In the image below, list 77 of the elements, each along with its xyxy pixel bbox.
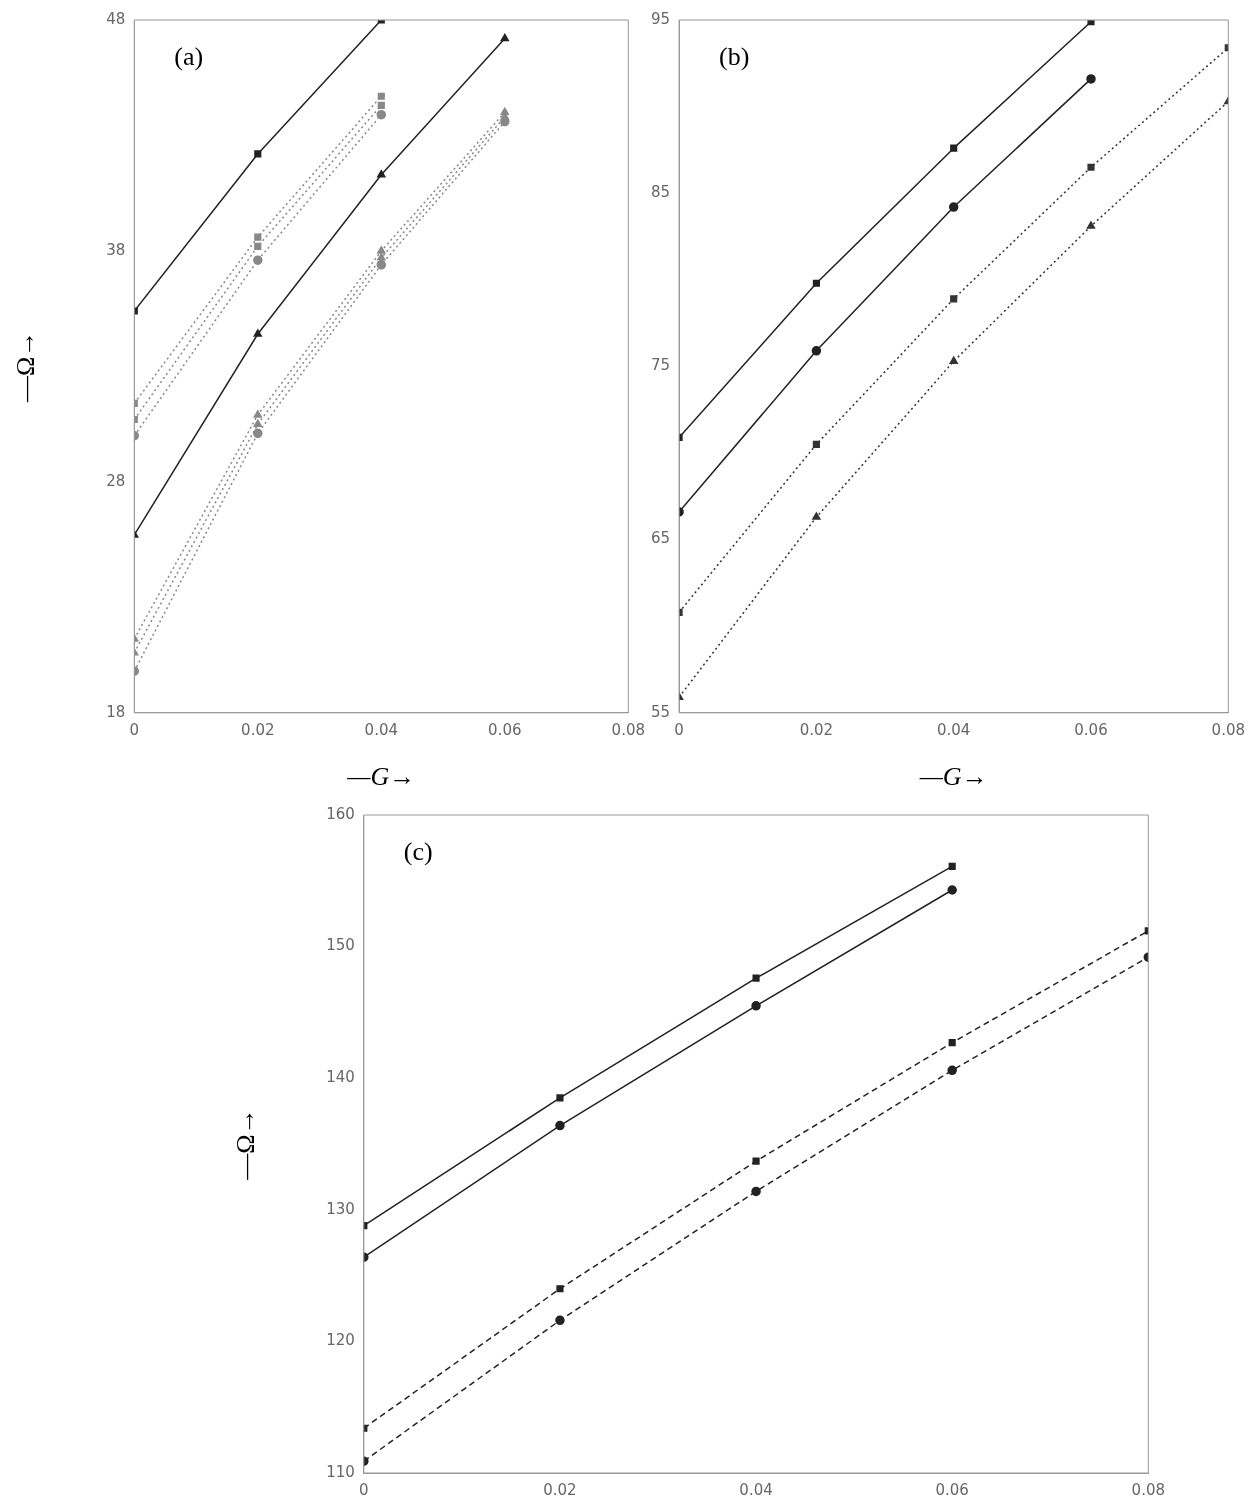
y-tick-label: 55 (650, 702, 671, 721)
y-tick-label: 28 (106, 471, 126, 490)
point (950, 295, 958, 303)
x-tick-label: 0.08 (1211, 720, 1245, 739)
point (752, 974, 760, 982)
point (377, 101, 385, 110)
y-tick-label: 140 (326, 1068, 355, 1087)
point (254, 150, 262, 158)
point (1086, 221, 1096, 229)
point (500, 33, 510, 42)
x-tick-label: 0.06 (1074, 720, 1108, 739)
point (812, 512, 821, 520)
point (950, 144, 958, 152)
point (555, 1315, 565, 1326)
x-tick-label: 0.08 (611, 720, 645, 739)
point (947, 885, 957, 895)
x-tick-label: 0 (359, 1480, 369, 1499)
x-tick-label: 0.04 (739, 1480, 773, 1499)
y-tick-label: 150 (326, 936, 355, 955)
point (556, 1094, 564, 1102)
x-tick-label: 0.02 (241, 720, 275, 739)
point (751, 1001, 761, 1011)
point (949, 356, 958, 364)
x-axis-title: —G→ (918, 762, 988, 792)
x-tick-label: 0.06 (488, 720, 522, 739)
point (948, 862, 956, 870)
y-tick-label: 75 (650, 356, 671, 375)
point (376, 260, 387, 270)
y-axis-title: —Ω→ (231, 1108, 261, 1181)
y-tick-label: 65 (650, 529, 671, 548)
y-tick-label: 160 (326, 804, 355, 823)
x-tick-label: 0.04 (936, 720, 971, 739)
x-tick-label: 0.02 (799, 720, 834, 739)
point (500, 107, 510, 116)
y-tick-label: 85 (650, 183, 671, 202)
annotation: (a) (174, 41, 204, 71)
point (253, 419, 262, 427)
y-tick-label: 18 (106, 702, 126, 721)
y-tick-label: 48 (106, 9, 126, 28)
point (947, 1065, 957, 1076)
point (377, 253, 386, 261)
point (377, 246, 386, 254)
y-tick-label: 95 (650, 9, 671, 28)
point (253, 255, 263, 265)
x-axis-title: —G→ (346, 762, 416, 792)
point (253, 428, 263, 439)
y-tick-label: 110 (326, 1462, 355, 1481)
point (751, 1186, 761, 1197)
point (555, 1120, 565, 1131)
x-tick-label: 0 (129, 720, 140, 739)
x-tick-label: 0.02 (543, 1480, 577, 1499)
point (254, 242, 262, 250)
point (253, 329, 262, 337)
point (377, 169, 386, 178)
point (812, 440, 820, 448)
x-tick-label: 0.08 (1131, 1480, 1165, 1499)
y-tick-label: 38 (106, 240, 126, 259)
point (1086, 74, 1096, 84)
x-tick-label: 0.06 (935, 1480, 969, 1499)
point (254, 233, 262, 241)
x-tick-label: 0.04 (364, 720, 398, 739)
point (948, 1039, 956, 1047)
point (948, 202, 959, 212)
y-tick-label: 130 (326, 1199, 355, 1218)
point (377, 92, 385, 100)
annotation: (b) (719, 41, 750, 71)
point (376, 109, 387, 120)
point (812, 279, 820, 287)
x-tick-label: 0 (674, 720, 684, 739)
annotation: (c) (403, 836, 433, 866)
point (1087, 163, 1095, 171)
y-axis-title: —Ω→ (11, 330, 41, 404)
y-tick-label: 120 (326, 1331, 355, 1350)
point (556, 1285, 564, 1293)
point (811, 346, 822, 356)
point (752, 1157, 760, 1165)
point (253, 410, 262, 418)
